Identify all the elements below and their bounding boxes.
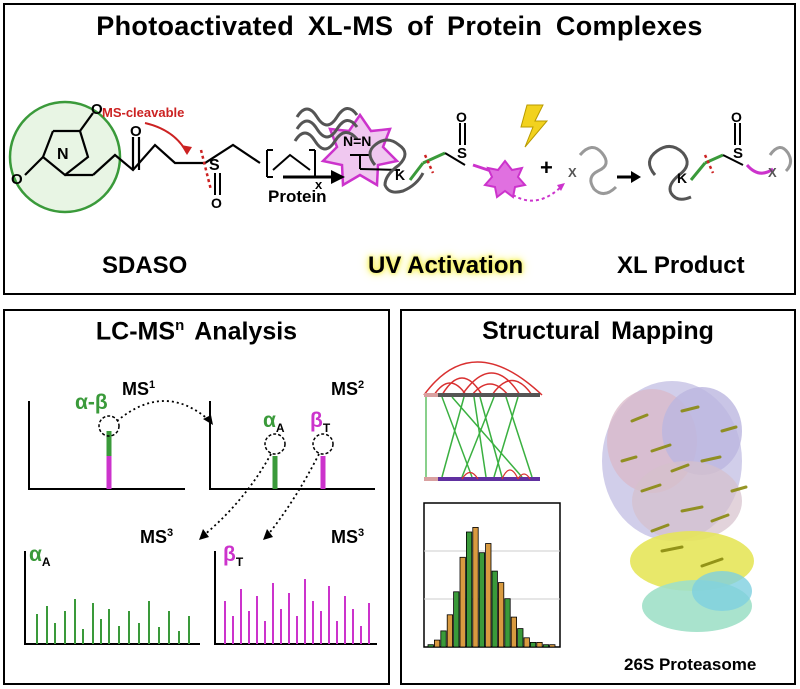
histogram-bar — [517, 628, 524, 648]
histogram-bar — [542, 644, 549, 648]
histogram-bar — [498, 582, 505, 648]
protein-strand-left — [368, 138, 425, 194]
histogram-bar — [440, 630, 447, 648]
histogram-bar — [485, 543, 492, 648]
succinimide-ring — [41, 129, 90, 177]
atom-o-2: O — [11, 171, 23, 188]
histogram-bar — [427, 644, 434, 648]
sdaso-label: SDASO — [102, 252, 188, 279]
histogram-bar — [510, 616, 517, 648]
atom-o-4: O — [211, 195, 222, 211]
atom-o-5: O — [456, 109, 467, 125]
ms3-beta-label: βT — [223, 543, 244, 570]
histogram-bar — [529, 641, 537, 648]
ms1-label: MS1 — [122, 379, 156, 399]
crosslink-map — [423, 361, 543, 481]
structural-mapping-panel: Structural Mapping — [400, 309, 796, 685]
ms3-right-label: MS3 — [331, 527, 365, 547]
xl-product-strand-right — [768, 146, 793, 173]
atom-s-2: S — [457, 145, 468, 162]
alpha-beta-label: α-β — [75, 391, 108, 414]
xl-product-strand-left — [648, 145, 692, 201]
xl-product-label: XL Product — [617, 252, 745, 279]
ms-spectra — [24, 400, 377, 645]
lc-ms-title: LC-MSn Analysis — [95, 317, 298, 346]
cleavage-mark — [199, 149, 213, 191]
atom-s: S — [209, 157, 220, 174]
structure-graphics — [423, 361, 754, 648]
atom-x-2: X — [768, 165, 777, 180]
histogram-bar — [536, 641, 543, 648]
diazirine-label: N=N — [343, 133, 372, 149]
lc-ms-panel: LC-MSn Analysis — [3, 309, 390, 685]
ms-cleavable-label: MS-cleavable — [102, 105, 185, 120]
histogram-bar — [491, 570, 498, 648]
beta-t-label: βT — [310, 409, 331, 436]
nhs-ester-highlight — [8, 100, 122, 214]
carbene-star-icon — [483, 159, 527, 199]
atom-s-3: S — [733, 145, 744, 162]
main-title: Photoactivated XL-MS of Protein Complexe… — [96, 11, 703, 41]
atom-n: N — [57, 146, 69, 163]
uv-lightning-icon — [520, 104, 549, 148]
histogram-bar — [459, 556, 466, 648]
atom-o-1: O — [91, 101, 103, 118]
ms2-label: MS2 — [331, 379, 365, 399]
top-panel: Photoactivated XL-MS of Protein Complexe… — [3, 3, 796, 295]
histogram-bar — [466, 531, 473, 648]
histogram-bar — [434, 639, 441, 648]
protein-strand-right — [578, 146, 618, 195]
reaction-scheme — [8, 100, 793, 214]
atom-k-1: K — [395, 167, 406, 183]
histogram-bar — [549, 644, 556, 648]
histogram-bar — [523, 637, 530, 648]
histogram-bar — [472, 526, 479, 648]
plus-sign: + — [540, 155, 553, 180]
atom-x-1: X — [568, 165, 577, 180]
histogram-bar — [453, 591, 460, 648]
atom-o-3: O — [130, 123, 142, 140]
linker-chain — [92, 143, 261, 176]
ms3-spectrum-beta — [224, 579, 370, 644]
atom-k-2: K — [677, 170, 688, 186]
ms3-left-label: MS3 — [140, 527, 174, 547]
alpha-a-label: αA — [263, 409, 285, 436]
proteasome-label: 26S Proteasome — [624, 655, 757, 674]
histogram-bar — [478, 552, 485, 648]
proteasome-structure-icon — [602, 381, 754, 632]
histogram-bar — [504, 598, 511, 648]
protein-label: Protein — [268, 187, 327, 206]
structural-mapping-title: Structural Mapping — [482, 317, 714, 345]
ms3-spectrum-alpha — [36, 599, 190, 644]
repeat-subscript: x — [315, 177, 323, 192]
uv-activation-label: UV Activation — [368, 252, 524, 279]
protein-squiggle-icon — [295, 107, 359, 127]
atom-o-6: O — [731, 109, 742, 125]
ms3-alpha-label: αA — [29, 543, 51, 570]
distance-histogram — [423, 502, 561, 648]
histogram-bar — [446, 614, 454, 648]
